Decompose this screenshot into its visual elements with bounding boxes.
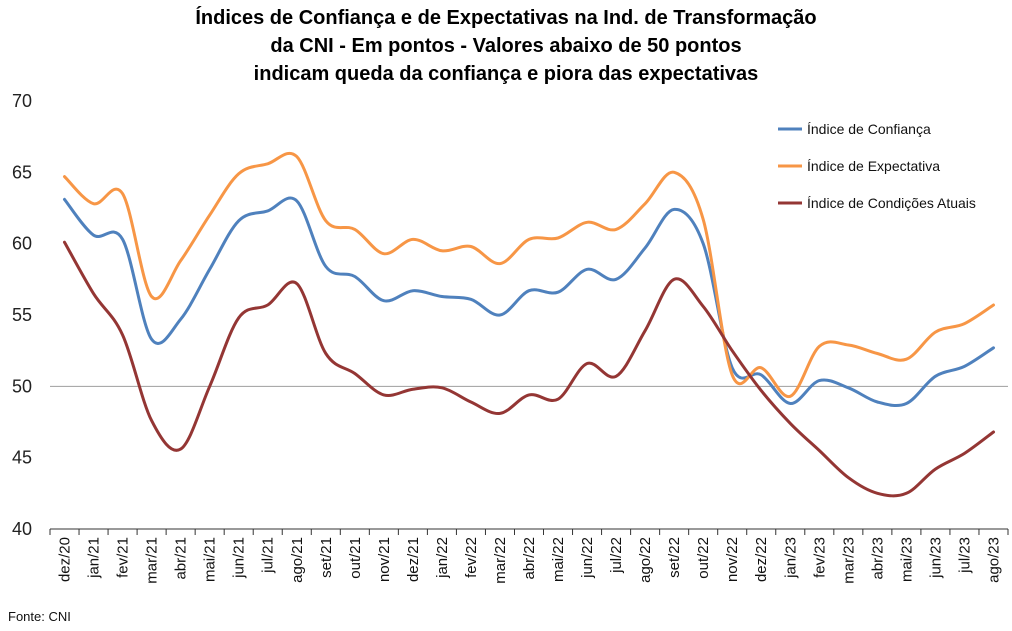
x-tick-label: abr/23 (869, 537, 886, 580)
x-tick-label: set/21 (318, 537, 335, 578)
x-tick-label: fev/23 (811, 537, 828, 578)
x-tick-label: jul/21 (260, 537, 277, 574)
x-tick-label: out/22 (695, 537, 712, 579)
y-tick-label: 40 (12, 519, 32, 539)
x-tick-label: ago/22 (637, 537, 654, 583)
series-line-condicoes-atuais (63, 240, 995, 498)
x-tick-label: jul/23 (956, 537, 973, 574)
x-tick-label: mar/23 (840, 537, 857, 584)
x-tick-label: mar/22 (492, 537, 509, 584)
x-tick-label: dez/21 (405, 537, 422, 582)
x-tick-label: out/21 (347, 537, 364, 579)
series-line-expectativa (63, 151, 995, 398)
x-tick-label: jun/22 (579, 537, 596, 579)
x-tick-label: jan/22 (434, 537, 451, 579)
x-tick-label: jan/21 (86, 537, 103, 579)
y-tick-label: 65 (12, 162, 32, 182)
y-tick-label: 50 (12, 376, 32, 396)
legend-label: Índice de Condições Atuais (807, 195, 976, 211)
chart-title-line-3: indicam queda da confiança e piora das e… (253, 63, 759, 85)
chart-title-line-1: Índices de Confiança e de Expectativas n… (195, 7, 817, 29)
legend-label: Índice de Expectativa (807, 158, 940, 174)
x-tick-label: jun/23 (927, 537, 944, 579)
chart-title: Índices de Confiança e de Expectativas n… (0, 4, 1012, 88)
x-tick-label: abr/21 (173, 537, 190, 580)
axis-layer: 40 45 50 55 60 65 70 dez/20 jan/21 fev/21 mar/21 ab… (12, 91, 1009, 584)
x-tick-label: mar/21 (144, 537, 161, 584)
y-tick-label: 60 (12, 234, 32, 254)
x-tick-label: fev/22 (463, 537, 480, 578)
y-tick-label: 55 (12, 305, 32, 325)
x-tick-label: nov/22 (724, 537, 741, 582)
x-tick-label: jul/22 (608, 537, 625, 574)
y-tick-label: 45 (12, 448, 32, 468)
legend: Índice de Confiança Índice de Expectativa… (778, 121, 976, 211)
x-tick-label: ago/23 (985, 537, 1002, 583)
x-tick-label: jun/21 (231, 537, 248, 579)
x-tick-label: abr/22 (521, 537, 538, 580)
series-layer (63, 151, 995, 498)
x-tick-label: jan/23 (782, 537, 799, 579)
chart-title-line-2: da CNI - Em pontos - Valores abaixo de 5… (270, 35, 742, 57)
x-tick-label: mai/22 (550, 537, 567, 582)
x-tick-label: dez/20 (57, 537, 74, 582)
source-note: Fonte: CNI (8, 609, 71, 624)
y-tick-label: 70 (12, 91, 32, 111)
x-tick-label: fev/21 (115, 537, 132, 578)
x-tick-label: dez/22 (753, 537, 770, 582)
series-line-confianca (63, 196, 995, 408)
x-tick-label: ago/21 (289, 537, 306, 583)
legend-label: Índice de Confiança (807, 121, 931, 137)
x-tick-label: mai/23 (898, 537, 915, 582)
x-tick-label: set/22 (666, 537, 683, 578)
x-tick-label: nov/21 (376, 537, 393, 582)
x-tick-label: mai/21 (202, 537, 219, 582)
